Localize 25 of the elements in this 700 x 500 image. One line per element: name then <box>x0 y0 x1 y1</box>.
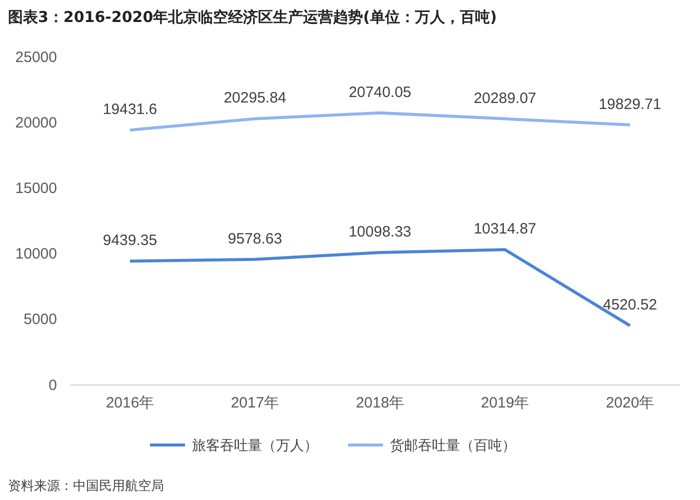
x-tick-label: 2018年 <box>356 394 404 412</box>
y-tick-label: 10000 <box>15 246 57 263</box>
data-label: 4520.52 <box>602 296 658 314</box>
data-label: 19829.71 <box>598 96 662 113</box>
data-label: 10314.87 <box>474 220 536 238</box>
legend-label: 货邮吞吐量（百吨） <box>390 438 516 454</box>
data-label: 20295.84 <box>224 90 286 107</box>
data-label: 20740.05 <box>348 84 412 101</box>
y-tick-label: 25000 <box>15 48 57 66</box>
x-tick-label: 2020年 <box>606 394 654 412</box>
x-tick-label: 2019年 <box>480 394 530 412</box>
y-tick-label: 20000 <box>15 114 57 132</box>
data-label: 19431.6 <box>102 101 158 118</box>
chart-title: 图表3：2016-2020年北京临空经济区生产运营趋势(单位：万人，百吨) <box>8 8 497 26</box>
text: 资料来源：中国民用航空局 <box>8 479 164 494</box>
y-tick-label: 15000 <box>15 180 57 197</box>
legend-label: 旅客吞吐量（万人） <box>192 438 318 454</box>
y-tick-label: 0 <box>48 376 57 394</box>
y-tick-label: 5000 <box>24 311 57 328</box>
data-label: 10098.33 <box>348 224 412 241</box>
x-tick-label: 2016年 <box>106 394 154 412</box>
data-label: 20289.07 <box>474 90 536 107</box>
data-label: 9578.63 <box>228 230 282 248</box>
x-tick-label: 2017年 <box>230 394 280 412</box>
data-label: 9439.35 <box>102 232 158 250</box>
